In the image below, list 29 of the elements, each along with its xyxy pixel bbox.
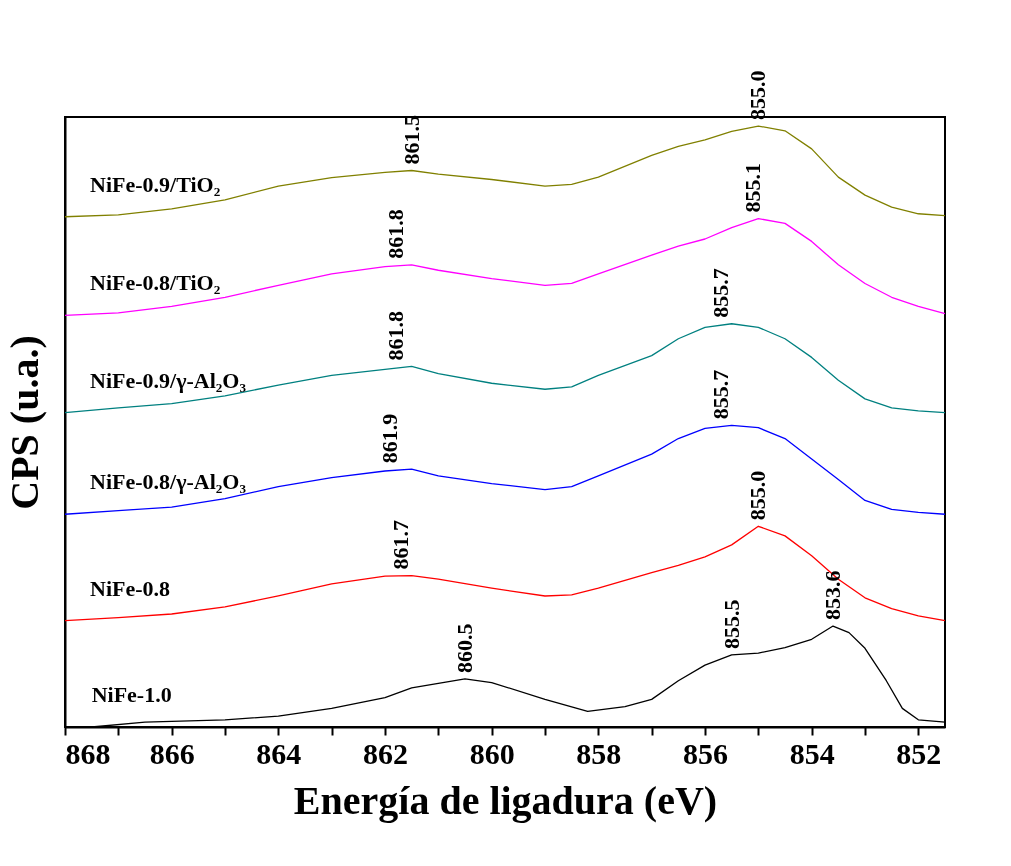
annotation: 855.5 [718, 599, 744, 649]
annotation: 855.1 [740, 163, 765, 213]
annotation: 855.7 [708, 369, 733, 420]
x-tick-label: 852 [896, 736, 942, 770]
annotation: 861.8 [382, 209, 408, 259]
x-tick-label: 854 [789, 736, 835, 770]
x-tick-label: 856 [683, 736, 728, 770]
y-axis-title: CPS (u.a.) [1, 335, 47, 510]
annotation: 855.7 [708, 268, 733, 318]
annotation: 855.0 [745, 470, 771, 521]
annotation: 861.7 [388, 520, 413, 570]
x-tick-label: 860 [469, 736, 515, 770]
series-label: NiFe-0.8/TiO₂ [90, 270, 221, 296]
annotation: 861.5 [398, 114, 424, 165]
annotation: 861.9 [377, 413, 403, 464]
x-tick-label: 866 [149, 736, 195, 770]
series-label: NiFe-0.9/γ-Al₂O₃ [90, 367, 247, 393]
x-tick-label: 858 [576, 736, 622, 770]
x-tick-label: 868 [65, 736, 111, 770]
annotation: 853.6 [820, 570, 845, 621]
series-label: NiFe-0.9/TiO₂ [90, 171, 221, 197]
series-label: NiFe-1.0 [91, 682, 172, 707]
annotation: 860.5 [452, 623, 477, 673]
x-tick-label: 862 [363, 736, 408, 770]
series-label: NiFe-0.8/γ-Al₂O₃ [90, 469, 247, 495]
series-label: NiFe-0.8 [90, 575, 171, 601]
x-axis-title: Energía de ligadura (eV) [293, 777, 718, 823]
x-tick-label: 864 [256, 736, 302, 770]
annotation: 861.8 [382, 310, 408, 361]
